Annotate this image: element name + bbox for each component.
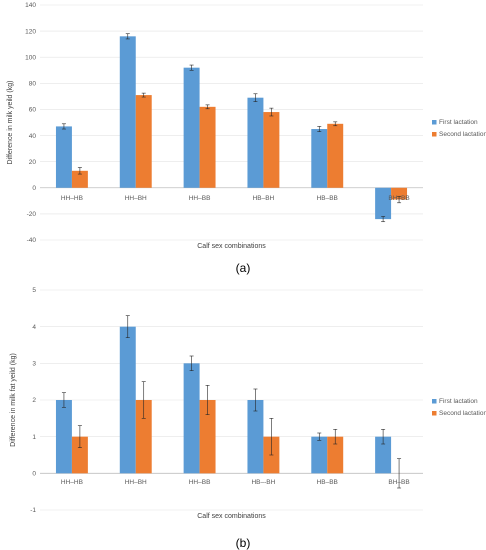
bar	[263, 112, 280, 188]
legend-swatch	[432, 399, 437, 404]
y-tick-label: 5	[32, 287, 36, 294]
bar	[375, 187, 392, 220]
x-category-label: HH–BB	[189, 479, 211, 486]
bar	[119, 36, 136, 188]
y-tick-label: 60	[29, 107, 37, 114]
legend-swatch	[432, 120, 437, 125]
bar	[247, 400, 264, 474]
y-tick-label: 40	[29, 133, 37, 140]
bar	[247, 97, 264, 188]
legend-swatch	[432, 132, 437, 137]
legend-entry: First lactation	[439, 398, 478, 405]
legend-entry: First lactation	[439, 119, 478, 126]
y-tick-label: 120	[25, 28, 36, 35]
x-category-label: HB–BH	[253, 195, 275, 202]
bar	[55, 400, 72, 474]
legend-entry: Second lactation	[439, 410, 486, 417]
bar	[391, 187, 408, 200]
bar	[327, 123, 344, 188]
x-category-label: BH–BB	[388, 195, 409, 202]
x-category-label: HH–BH	[125, 195, 147, 202]
y-tick-label: 20	[29, 159, 37, 166]
bar	[55, 126, 72, 188]
bar	[71, 436, 88, 474]
x-axis-title: Calf sex combinations	[197, 513, 266, 520]
y-tick-label: 140	[25, 2, 36, 9]
x-category-label: HB–BB	[317, 195, 338, 202]
bar	[327, 436, 344, 474]
bar	[135, 95, 152, 188]
x-category-label: HH–BB	[189, 195, 211, 202]
bar	[311, 129, 328, 188]
x-category-label: HB–BB	[317, 479, 338, 486]
bar	[375, 436, 392, 474]
bar	[119, 326, 136, 474]
y-axis-title: Difference in milk fat yeild (kg)	[10, 353, 17, 447]
bar	[311, 436, 328, 474]
chart-panel-1: -40 -20 0 20 40 60 80 100 120 140 HH–HB HH–BH HH–BB H…	[7, 2, 486, 275]
x-category-label: HB–-BH	[251, 479, 275, 486]
y-tick-label: 0	[32, 185, 36, 192]
bar	[71, 170, 88, 188]
y-tick-label: 4	[32, 324, 36, 331]
bar	[183, 67, 200, 188]
y-tick-label: -1	[30, 507, 36, 514]
figure-caption: (a)	[236, 261, 251, 275]
figure-caption: (b)	[236, 536, 251, 550]
y-axis-title: Difference in milk yeild (kg)	[7, 81, 14, 165]
legend-entry: Second lactation	[439, 131, 486, 138]
chart-panel-2: -1 0 1 2 3 4 5 HH–HB HH–BH HH–BB HB–-BH HB–BB BH–BB D…	[10, 287, 486, 550]
x-category-label: HH–HB	[61, 195, 83, 202]
y-tick-label: -40	[27, 237, 37, 244]
legend-swatch	[432, 411, 437, 416]
bar	[199, 106, 216, 188]
y-tick-label: 80	[29, 81, 37, 88]
y-tick-label: -20	[27, 211, 37, 218]
x-category-label: BH–BB	[388, 479, 409, 486]
x-category-label: HH–HB	[61, 479, 83, 486]
bar	[135, 400, 152, 474]
y-tick-label: 3	[32, 361, 36, 368]
y-tick-label: 0	[32, 471, 36, 478]
bar	[199, 400, 216, 474]
x-axis-title: Calf sex combinations	[197, 243, 266, 250]
bar	[183, 363, 200, 474]
y-tick-label: 2	[32, 397, 36, 404]
x-category-label: HH–BH	[125, 479, 147, 486]
y-tick-label: 100	[25, 54, 36, 61]
y-tick-label: 1	[32, 434, 36, 441]
